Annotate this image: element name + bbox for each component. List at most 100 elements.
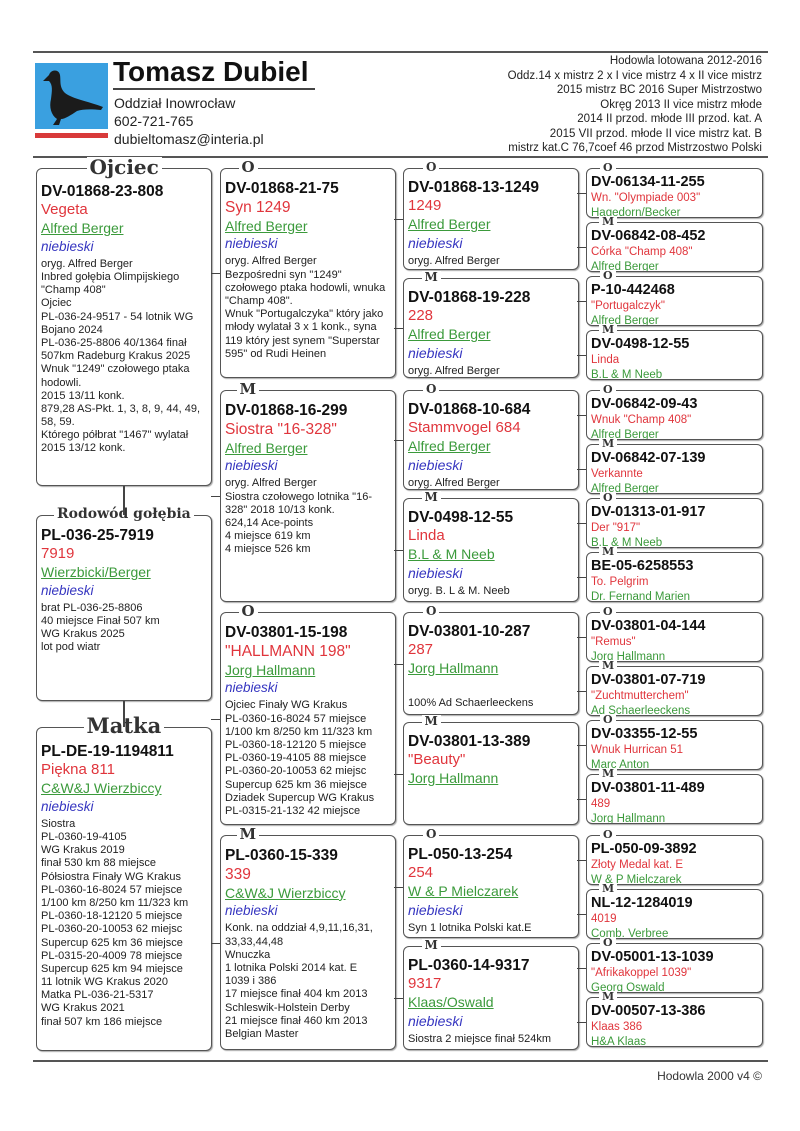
breeder-link[interactable]: Ad Schaerleeckens [591,704,691,716]
connector-line [394,328,403,329]
ring-number: PL-050-13-254 [408,846,513,863]
pigeon-name: 287 [408,641,434,659]
card-title: Ojciec [86,157,162,177]
breeder-link[interactable]: B.L & M Neeb [408,546,495,563]
pigeon-card[interactable]: DV-06842-08-452 Córka "Champ 408" Alfred B… [586,222,763,272]
pigeon-card[interactable]: DV-01868-19-228 228 Alfred Berger niebieski… [403,278,579,378]
pigeon-name: 254 [408,864,434,882]
pigeon-card[interactable]: P-10-442468 "Portugalczyk" Alfred Berger [586,276,763,326]
pigeon-card[interactable]: PL-050-13-254 254 W & P Mielczarek niebiesk… [403,835,579,938]
pigeon-card[interactable]: DV-03801-04-144 "Remus" Jorg Hallmann [586,612,763,662]
pigeon-card[interactable]: NL-12-1284019 4019 Comb. Verbree [586,889,763,939]
pigeon-card[interactable]: DV-06134-11-255 Wn. "Olympiade 003" Hagedo… [586,168,763,218]
connector-line [577,193,586,194]
achievement-line: 2014 II przod. młode III przod. kat. A [577,113,762,125]
pigeon-card[interactable]: BE-05-6258553 To. Pelgrim Dr. Fernand Mari… [586,552,763,602]
breeder-link[interactable]: Alfred Berger [225,439,308,456]
pigeon-name: Piękna 811 [41,761,115,779]
pigeon-name: Stammvogel 684 [408,419,521,437]
pigeon-card[interactable]: DV-03801-10-287 287 Jorg Hallmann 100% Ad … [403,612,579,715]
breeder-link[interactable]: Jorg Hallmann [408,770,499,787]
pigeon-card[interactable]: DV-03801-15-198 "HALLMANN 198" Jorg Hallma… [220,612,396,825]
pigeon-card[interactable]: DV-0498-12-55 Linda B.L & M Neeb niebieski o… [403,498,579,602]
breeder-link[interactable]: Comb. Verbree [591,927,669,939]
pigeon-name: 4019 [591,913,617,926]
pigeon-card[interactable]: DV-05001-13-1039 "Afrikakoppel 1039" Georg… [586,943,763,993]
pigeon-card[interactable]: DV-03801-11-489 489 Jorg Hallmann [586,774,763,824]
pigeon-card[interactable]: PL-036-25-7919 7919 Wierzbicki/Berger niebi… [36,515,212,701]
achievement-line: mistrz kat.C 76,7coef 46 przod Mistrzost… [508,142,762,154]
card-title: O [238,160,258,175]
pigeon-card[interactable]: DV-01868-16-299 Siostra "16-328" Alfred Be… [220,390,396,602]
ring-number: PL-DE-19-1194811 [41,743,174,760]
breeder-link[interactable]: B.L & M Neeb [591,536,663,548]
connector-line [211,273,220,274]
pigeon-card[interactable]: DV-03801-07-719 "Zuchtmutterchem" Ad Schae… [586,666,763,716]
breeder-link[interactable]: Alfred Berger [408,216,491,233]
ring-number: DV-00507-13-386 [591,1003,706,1019]
card-title: O [600,270,616,281]
pigeon-card[interactable]: DV-03801-13-389 "Beauty" Jorg Hallmann [403,722,579,825]
ring-number: DV-03801-07-719 [591,672,706,688]
breeder-link[interactable]: Alfred Berger [591,482,659,494]
achievement-line: Oddz.14 x mistrz 2 x I vice mistrz 4 x I… [507,69,762,82]
breeder-link[interactable]: Dr. Fernand Marien [591,590,691,602]
pigeon-card[interactable]: PL-0360-14-9317 9317 Klaas/Oswald niebieski… [403,946,579,1050]
breeder-link[interactable]: Jorg Hallmann [225,661,316,678]
breeder-name: Tomasz Dubiel [113,56,315,90]
pigeon-card[interactable]: PL-0360-15-339 339 C&W&J Wierzbiccy niebies… [220,835,396,1050]
connector-line [123,701,125,727]
ring-number: DV-06842-08-452 [591,228,706,244]
footer-divider [33,1060,768,1062]
breeder-link[interactable]: Jorg Hallmann [591,812,666,824]
breeder-link[interactable]: Alfred Berger [408,438,491,455]
breeder-link[interactable]: B.L & M Neeb [591,368,663,380]
pigeon-card[interactable]: PL-DE-19-1194811 Piękna 811 C&W&J Wierzbic… [36,727,212,1051]
breeder-link[interactable]: Klaas/Oswald [408,994,494,1011]
breeder-link[interactable]: Alfred Berger [591,428,659,440]
logo-accent-bar [35,133,108,138]
pigeon-card[interactable]: DV-01868-13-1249 1249 Alfred Berger niebies… [403,168,579,270]
ring-number: DV-01868-10-684 [408,401,531,418]
breeder-link[interactable]: W & P Mielczarek [408,883,519,900]
pigeon-notes: oryg. B. L & M. Neeb [408,584,510,597]
connector-line [577,691,586,692]
breeder-link[interactable]: Alfred Berger [591,260,659,272]
breeder-link[interactable]: Hagedorn/Becker [591,206,681,218]
breeder-link[interactable]: C&W&J Wierzbiccy [225,884,346,901]
breeder-link[interactable]: Jorg Hallmann [591,650,666,662]
breeder-link[interactable]: Wierzbicki/Berger [41,564,151,581]
branch: Oddział Inowrocław [114,95,236,111]
pigeon-card[interactable]: DV-01313-01-917 Der "917" B.L & M Neeb [586,498,763,548]
breeder-link[interactable]: Georg Oswald [591,981,665,993]
pigeon-card[interactable]: DV-01868-10-684 Stammvogel 684 Alfred Berg… [403,390,579,490]
connector-line [394,886,403,888]
pigeon-card[interactable]: DV-06842-09-43 Wnuk "Champ 408" Alfred Ber… [586,390,763,440]
ring-number: DV-01868-23-808 [41,183,164,200]
breeder-link[interactable]: Alfred Berger [591,314,659,326]
breeder-link[interactable]: W & P Mielczarek [591,873,682,885]
breeder-link[interactable]: Alfred Berger [41,220,124,237]
pigeon-color: niebieski [225,903,278,919]
pigeon-color: niebieski [225,458,278,474]
breeder-link[interactable]: Marc Anton [591,758,650,770]
breeder-link[interactable]: H&A Klaas [591,1035,646,1047]
pigeon-card[interactable]: DV-06842-07-139 Verkannte Alfred Berger [586,444,763,494]
breeder-link[interactable]: Alfred Berger [408,326,491,343]
breeder-link[interactable]: Alfred Berger [225,217,308,234]
pigeon-card[interactable]: DV-01868-21-75 Syn 1249 Alfred Berger niebi… [220,168,396,378]
breeder-link[interactable]: C&W&J Wierzbiccy [41,780,162,797]
pigeon-name: Wn. "Olympiade 003" [591,192,701,205]
card-title: M [421,939,441,951]
pigeon-card[interactable]: DV-0498-12-55 Linda B.L & M Neeb [586,330,763,380]
ring-number: DV-03801-04-144 [591,618,706,634]
email[interactable]: dubieltomasz@interia.pl [114,131,264,147]
breeder-link[interactable]: Jorg Hallmann [408,660,499,677]
pigeon-notes: Siostra PL-0360-19-4105 WG Krakus 2019 f… [41,817,189,1028]
ring-number: DV-03801-11-489 [591,780,705,796]
pigeon-card[interactable]: DV-03355-12-55 Wnuk Hurrican 51 Marc Anton [586,720,763,770]
ring-number: DV-06842-07-139 [591,450,706,466]
pigeon-card[interactable]: DV-01868-23-808 Vegeta Alfred Berger niebie… [36,168,212,486]
pigeon-card[interactable]: DV-00507-13-386 Klaas 386 H&A Klaas [586,997,763,1047]
